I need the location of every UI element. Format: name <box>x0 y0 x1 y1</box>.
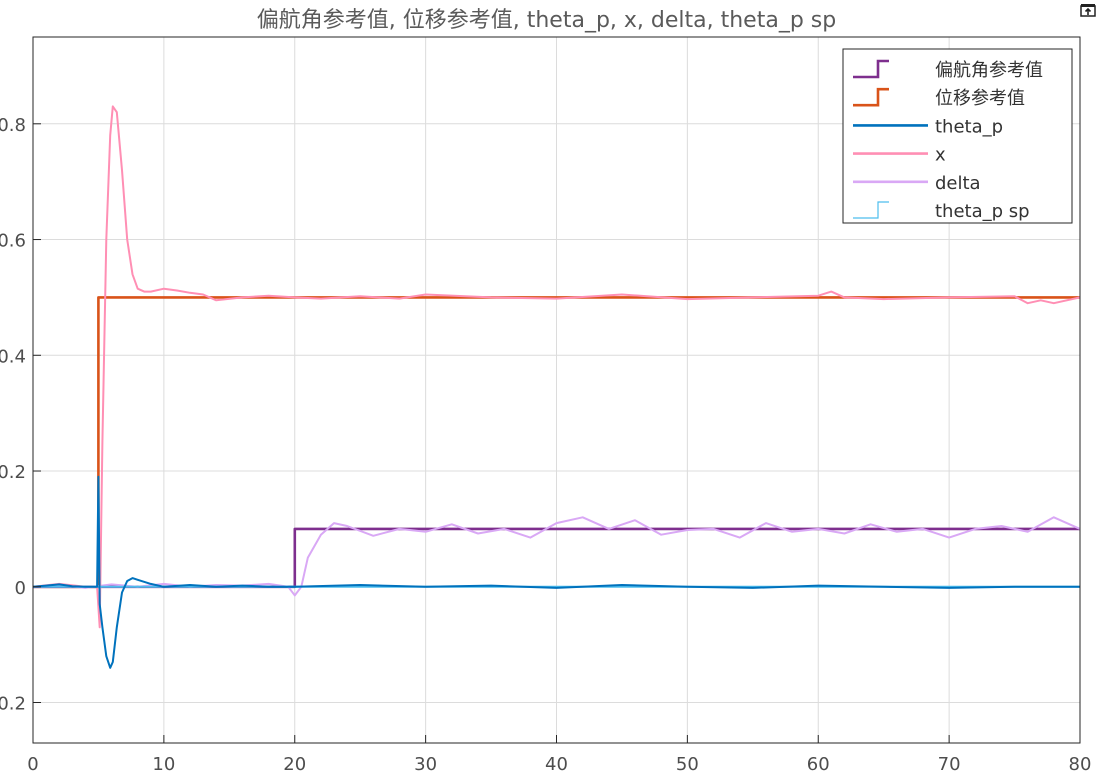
legend-swatch <box>853 59 889 79</box>
legend-item[interactable]: 偏航角参考值 <box>853 59 1043 81</box>
y-tick-label: 0.8 <box>0 115 26 136</box>
legend-label: theta_p sp <box>935 201 1030 222</box>
legend-swatch <box>853 201 889 219</box>
series-line-3 <box>32 105 1081 629</box>
legend-item[interactable]: x <box>853 145 946 166</box>
legend-label: 偏航角参考值 <box>935 60 1043 81</box>
legend-item[interactable]: theta_p sp <box>853 201 1030 222</box>
ticks-layer: 0 10 20 30 40 50 60 70 80 0.2 0 0.2 0.4 0.6 0.8 <box>0 115 1091 775</box>
legend-box <box>842 48 1073 224</box>
chart-title: 偏航角参考值, 位移参考值, theta_p, x, delta, theta_… <box>257 8 836 33</box>
legend-label: theta_p <box>935 116 1003 137</box>
legend-label: x <box>935 145 946 166</box>
series-line-4 <box>32 516 1081 597</box>
y-tick-label: 0.2 <box>0 462 26 483</box>
legend-item[interactable]: delta <box>853 173 981 194</box>
x-tick-label: 30 <box>414 754 437 775</box>
legend-swatch <box>853 87 889 107</box>
restore-axes-icon[interactable] <box>1080 2 1096 17</box>
series-layer <box>32 105 1081 669</box>
series-line-2 <box>32 475 1080 669</box>
legend-label: 位移参考值 <box>935 88 1025 109</box>
y-tick-label: 0 <box>15 578 26 599</box>
legend-item[interactable]: 位移参考值 <box>853 87 1025 109</box>
legend-label: delta <box>935 173 981 194</box>
y-tick-label: 0.6 <box>0 231 26 252</box>
y-tick-label: 0.2 <box>0 693 26 714</box>
x-tick-label: 20 <box>283 754 306 775</box>
y-tick-label: 0.4 <box>0 346 26 367</box>
x-tick-label: 40 <box>545 754 568 775</box>
x-tick-label: 80 <box>1069 754 1092 775</box>
x-tick-label: 70 <box>938 754 961 775</box>
x-tick-label: 50 <box>676 754 699 775</box>
legend-item[interactable]: theta_p <box>853 116 1003 137</box>
x-tick-label: 60 <box>807 754 830 775</box>
x-tick-label: 0 <box>27 754 38 775</box>
x-tick-label: 10 <box>152 754 175 775</box>
